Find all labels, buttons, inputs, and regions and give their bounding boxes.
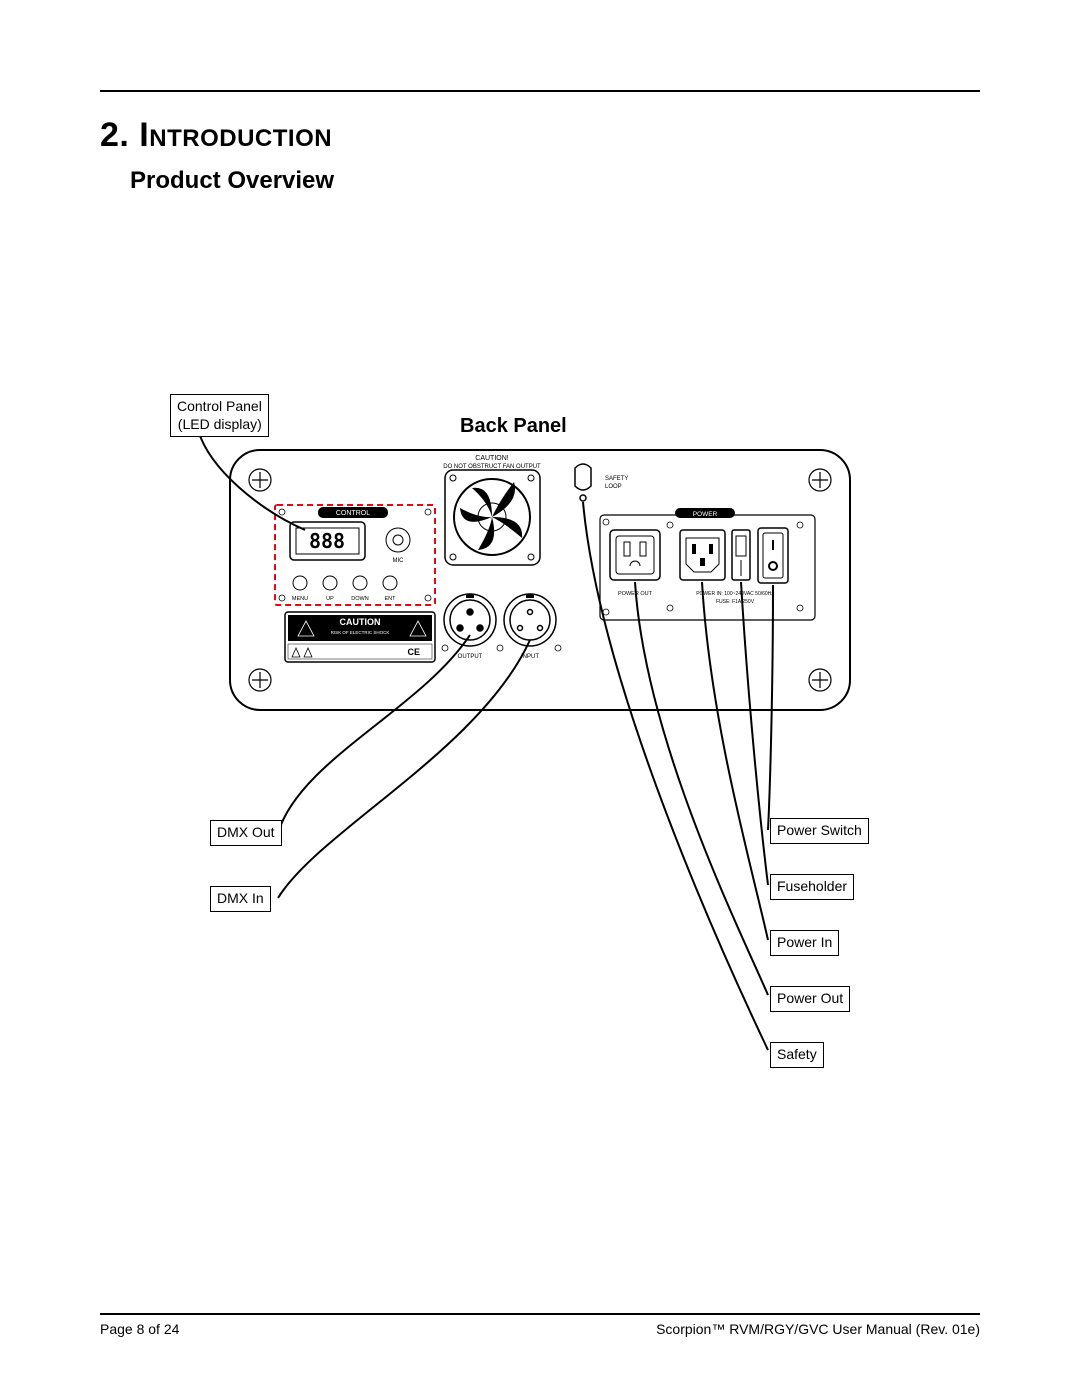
svg-text:OUTPUT: OUTPUT — [458, 654, 483, 660]
svg-text:UP: UP — [326, 596, 334, 602]
svg-text:CAUTION!: CAUTION! — [475, 455, 509, 462]
svg-text:ENT: ENT — [385, 596, 397, 602]
svg-text:MIC: MIC — [393, 558, 405, 564]
svg-text:CONTROL: CONTROL — [336, 510, 370, 517]
back-panel-diagram: CONTROL 888 MIC MENU UP DOWN ENT CAUTION… — [100, 390, 980, 1310]
svg-text:DO NOT OBSTRUCT FAN OUTPUT: DO NOT OBSTRUCT FAN OUTPUT — [443, 464, 541, 470]
label-power-out: Power Out — [770, 986, 850, 1012]
svg-text:RISK OF ELECTRIC SHOCK: RISK OF ELECTRIC SHOCK — [331, 630, 390, 635]
label-power-in: Power In — [770, 930, 839, 956]
svg-text:DOWN: DOWN — [351, 596, 368, 602]
label-safety: Safety — [770, 1042, 824, 1068]
svg-text:POWER: POWER — [693, 511, 718, 518]
svg-text:POWER IN: 100~240VAC 50/60Hz: POWER IN: 100~240VAC 50/60Hz — [696, 591, 774, 597]
label-dmx-out: DMX Out — [210, 820, 282, 846]
section-subheading: Product Overview — [130, 167, 980, 195]
svg-text:SAFETY: SAFETY — [605, 476, 628, 482]
label-fuseholder: Fuseholder — [770, 874, 854, 900]
footer-doc: Scorpion™ RVM/RGY/GVC User Manual (Rev. … — [656, 1321, 980, 1337]
label-control-panel: Control Panel (LED display) — [170, 394, 269, 437]
label-power-switch: Power Switch — [770, 818, 869, 844]
svg-text:CAUTION: CAUTION — [340, 617, 381, 627]
footer-page: Page 8 of 24 — [100, 1321, 179, 1337]
svg-text:888: 888 — [309, 529, 345, 553]
svg-text:CE: CE — [407, 647, 420, 657]
svg-text:INPUT: INPUT — [521, 654, 539, 660]
svg-text:LOOP: LOOP — [605, 484, 622, 490]
label-dmx-in: DMX In — [210, 886, 271, 912]
section-heading: 2. Introduction — [100, 116, 980, 155]
svg-text:FUSE: F1A 250V: FUSE: F1A 250V — [716, 599, 755, 605]
svg-text:MENU: MENU — [292, 596, 308, 602]
